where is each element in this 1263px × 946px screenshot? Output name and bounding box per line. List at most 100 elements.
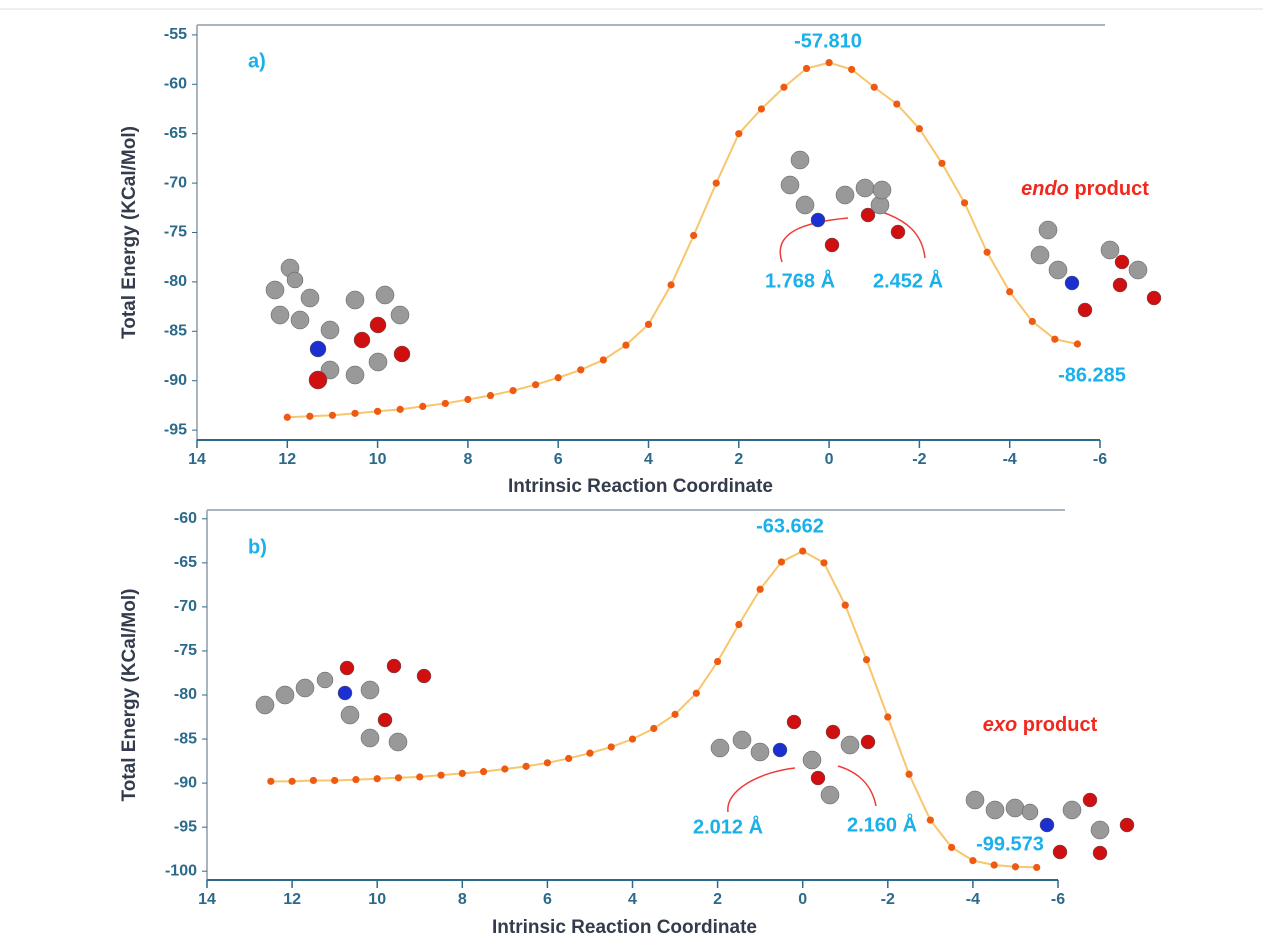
atom bbox=[821, 786, 839, 804]
atom bbox=[751, 743, 769, 761]
atom bbox=[1053, 845, 1067, 859]
y-tick-label: -85 bbox=[164, 323, 187, 340]
x-tick-label: 6 bbox=[554, 451, 563, 468]
data-point bbox=[600, 356, 607, 363]
molecule-sketches bbox=[256, 151, 1161, 860]
data-point bbox=[667, 281, 674, 288]
end-label: -86.285 bbox=[1058, 364, 1126, 386]
data-point bbox=[948, 844, 955, 851]
data-point bbox=[961, 199, 968, 206]
data-point bbox=[799, 547, 806, 554]
data-point bbox=[871, 84, 878, 91]
y-tick-label: -65 bbox=[174, 554, 197, 571]
x-tick-label: 2 bbox=[734, 451, 743, 468]
atom bbox=[1083, 793, 1097, 807]
data-point bbox=[1074, 340, 1081, 347]
atom bbox=[338, 686, 352, 700]
data-point bbox=[622, 342, 629, 349]
x-axis-title: Intrinsic Reaction Coordinate bbox=[492, 917, 757, 938]
product-word: product bbox=[1074, 178, 1149, 200]
atom bbox=[1120, 818, 1134, 832]
bond-label: 1.768 Å bbox=[765, 268, 835, 292]
atom bbox=[1093, 846, 1107, 860]
atom bbox=[387, 659, 401, 673]
atom bbox=[711, 739, 729, 757]
data-point bbox=[310, 777, 317, 784]
data-point bbox=[671, 711, 678, 718]
y-tick-label: -65 bbox=[164, 125, 187, 142]
data-point bbox=[437, 772, 444, 779]
data-point bbox=[267, 778, 274, 785]
data-point bbox=[289, 778, 296, 785]
x-tick-label: -6 bbox=[1051, 891, 1065, 908]
bond-label: 2.160 Å bbox=[847, 812, 917, 836]
atom bbox=[346, 291, 364, 309]
data-point bbox=[690, 232, 697, 239]
data-point bbox=[464, 396, 471, 403]
atom bbox=[341, 706, 359, 724]
x-tick-label: 6 bbox=[543, 891, 552, 908]
atom bbox=[1031, 246, 1049, 264]
atom bbox=[389, 733, 407, 751]
atom bbox=[1147, 291, 1161, 305]
energy-curve bbox=[271, 551, 1037, 867]
y-tick-label: -70 bbox=[164, 174, 187, 191]
x-tick-label: 4 bbox=[628, 891, 637, 908]
data-point bbox=[480, 768, 487, 775]
x-tick-label: 12 bbox=[278, 451, 296, 468]
data-point bbox=[629, 735, 636, 742]
data-point bbox=[820, 559, 827, 566]
arrow bbox=[728, 768, 795, 812]
data-point bbox=[1006, 288, 1013, 295]
x-tick-label: -6 bbox=[1093, 451, 1107, 468]
product-kind: exo bbox=[983, 714, 1017, 736]
data-point bbox=[419, 403, 426, 410]
bond-arrows bbox=[728, 212, 925, 812]
x-tick-label: 8 bbox=[463, 451, 472, 468]
data-point bbox=[352, 776, 359, 783]
atom bbox=[781, 176, 799, 194]
peak-label: -57.810 bbox=[794, 30, 862, 52]
data-point bbox=[306, 413, 313, 420]
data-point bbox=[577, 366, 584, 373]
data-point bbox=[757, 586, 764, 593]
atom bbox=[321, 321, 339, 339]
y-tick-label: -85 bbox=[174, 730, 197, 747]
data-point bbox=[780, 84, 787, 91]
atom bbox=[370, 317, 386, 333]
product-word: product bbox=[1023, 714, 1098, 736]
atom bbox=[856, 179, 874, 197]
y-tick-label: -95 bbox=[174, 818, 197, 835]
data-point bbox=[803, 65, 810, 72]
data-point bbox=[984, 249, 991, 256]
atom bbox=[346, 366, 364, 384]
atom bbox=[391, 306, 409, 324]
atom bbox=[1101, 241, 1119, 259]
energy-curve bbox=[287, 63, 1077, 418]
data-point bbox=[848, 66, 855, 73]
atom bbox=[966, 791, 984, 809]
x-tick-label: -4 bbox=[1003, 451, 1017, 468]
atom bbox=[811, 771, 825, 785]
y-tick-label: -70 bbox=[174, 598, 197, 615]
data-point bbox=[501, 765, 508, 772]
atom bbox=[309, 371, 327, 389]
atom bbox=[378, 713, 392, 727]
data-point bbox=[555, 374, 562, 381]
data-point bbox=[509, 387, 516, 394]
y-tick-label: -75 bbox=[164, 224, 187, 241]
product-label: endo product bbox=[1021, 178, 1149, 200]
data-point bbox=[565, 755, 572, 762]
atom bbox=[803, 751, 821, 769]
x-tick-label: 14 bbox=[198, 891, 216, 908]
atom bbox=[1049, 261, 1067, 279]
data-point bbox=[459, 770, 466, 777]
data-point bbox=[758, 105, 765, 112]
atom bbox=[861, 735, 875, 749]
atom bbox=[836, 186, 854, 204]
data-point bbox=[826, 59, 833, 66]
atom bbox=[271, 306, 289, 324]
atom bbox=[361, 729, 379, 747]
atom bbox=[1006, 799, 1024, 817]
data-point bbox=[374, 408, 381, 415]
